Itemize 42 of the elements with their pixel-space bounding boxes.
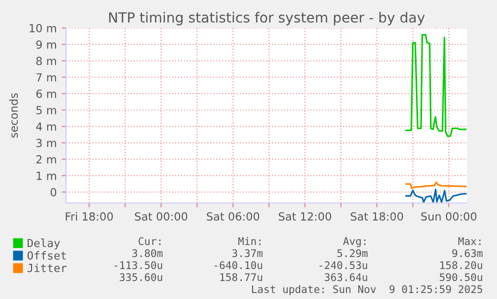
text: 158.20u [440, 261, 482, 270]
x-tick-label: Sun 00:00 [421, 212, 476, 221]
text: Max: [458, 237, 480, 246]
text: -113.50u [114, 261, 162, 270]
text: Min: [238, 237, 260, 245]
y-tick-label: 6 m [36, 90, 56, 98]
legend-label: Jitter [27, 264, 67, 272]
y-axis-title: seconds [9, 93, 18, 138]
text: 335.60u [120, 273, 162, 282]
text: -240.53u [320, 261, 368, 270]
legend-label: Delay [28, 238, 60, 250]
y-tick-label: 9 m [36, 40, 56, 49]
text: 3.37m [232, 249, 263, 258]
y-tick-label: 3 m [36, 138, 56, 148]
x-tick-label: Sat 06:00 [206, 212, 260, 221]
text: 3.80m [132, 249, 163, 258]
chart-title: NTP timing statistics for system peer - by day [109, 12, 425, 26]
line-series [405, 188, 467, 203]
y-tick-label: 7 m [36, 73, 56, 82]
line-series [405, 182, 467, 190]
text: Cur: [138, 237, 160, 246]
y-tick-label: 8 m [36, 56, 56, 66]
text: 363.64u [324, 273, 368, 282]
y-tick-label: 1 m [36, 172, 56, 180]
text: -640.10u [214, 261, 262, 270]
text: Avg: [343, 237, 366, 248]
x-tick-label: Fri 18:00 [66, 212, 113, 221]
text: 590.50u [440, 273, 482, 282]
y-tick-label: 2 m [36, 155, 56, 164]
x-tick-label: Sat 18:00 [350, 212, 404, 221]
text: Last update: Sun Nov 9 01:25:59 2025 [252, 285, 482, 296]
x-tick-label: Sat 12:00 [278, 212, 332, 221]
legend-label: Offset [28, 251, 66, 260]
y-tick-label: 0 [50, 188, 56, 196]
y-tick-label: 10 m [30, 24, 56, 32]
y-tick-label: 4 m [36, 122, 56, 131]
text: 158.77u [220, 273, 262, 282]
text: 9.63m [452, 249, 483, 258]
text: 5.29m [337, 249, 368, 258]
line-series [405, 34, 467, 137]
x-tick-label: Sat 00:00 [134, 212, 188, 221]
y-tick-label: 5 m [36, 106, 56, 114]
